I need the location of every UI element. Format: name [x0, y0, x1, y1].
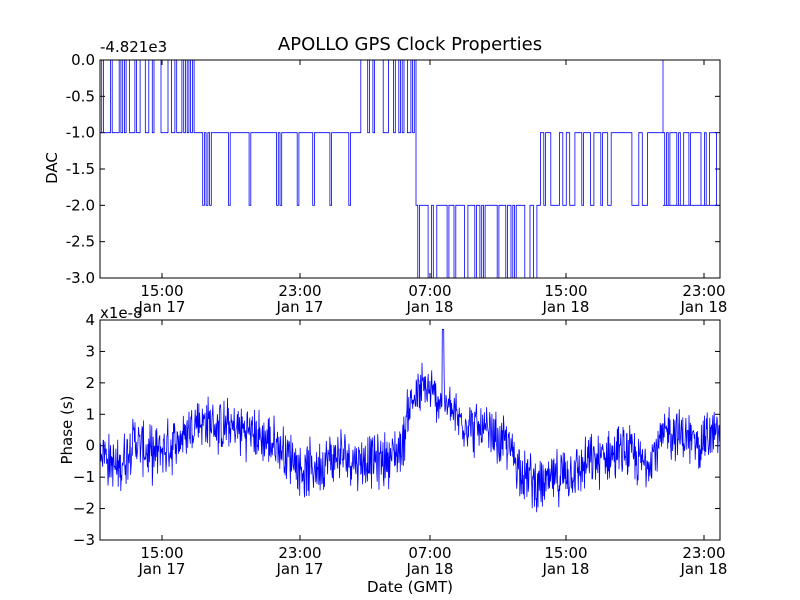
phase-xtick-label-date: Jan 18 [680, 560, 728, 578]
dac-xtick-label-time: 15:00 [544, 282, 587, 300]
dac-ytick-label: 0.0 [71, 51, 95, 69]
dac-offset-text: -4.821e3 [100, 38, 167, 56]
phase-ytick-label: 0 [85, 437, 95, 455]
figure-title: APOLLO GPS Clock Properties [278, 34, 542, 55]
phase-xtick-label-time: 15:00 [544, 544, 587, 562]
dac-xtick-label-time: 23:00 [278, 282, 321, 300]
dac-xtick-label-date: Jan 17 [138, 298, 186, 316]
phase-ylabel: Phase (s) [58, 395, 76, 464]
phase-xtick-label-date: Jan 18 [406, 560, 454, 578]
dac-xtick-label-time: 15:00 [140, 282, 183, 300]
phase-ytick-label: −3 [73, 531, 95, 549]
phase-plot-frame [99, 319, 721, 541]
dac-ytick-label: -3.0 [66, 269, 95, 287]
dac-xtick-label-date: Jan 18 [680, 298, 728, 316]
phase-ytick-label: 1 [85, 405, 95, 423]
dac-ytick-label: -2.0 [66, 196, 95, 214]
phase-xtick-label-date: Jan 17 [138, 560, 186, 578]
phase-series-line [99, 328, 721, 513]
dac-xtick-label-date: Jan 18 [542, 298, 590, 316]
dac-ytick-label: -2.5 [66, 233, 95, 251]
phase-xtick-label-time: 07:00 [408, 544, 451, 562]
phase-offset-text: x1e-8 [100, 304, 143, 322]
dac-xtick-label-time: 23:00 [682, 282, 725, 300]
phase-xtick-label-time: 23:00 [682, 544, 725, 562]
dac-ytick-label: -0.5 [66, 87, 95, 105]
dac-xtick-label-time: 07:00 [408, 282, 451, 300]
phase-xtick-label-time: 23:00 [278, 544, 321, 562]
phase-xlabel: Date (GMT) [367, 578, 453, 596]
phase-xtick-label-time: 15:00 [140, 544, 183, 562]
phase-ytick-label: −1 [73, 468, 95, 486]
phase-xtick-label-date: Jan 17 [276, 560, 324, 578]
phase-xtick-label-date: Jan 18 [542, 560, 590, 578]
phase-ytick-label: 3 [85, 342, 95, 360]
dac-xtick-label-date: Jan 17 [276, 298, 324, 316]
dac-axes: -4.821e3 DAC 0.0 -0.5 -1.0 -1.5 -2.0 -2.5 -3.0… [43, 38, 727, 316]
phase-ytick-label: −2 [73, 500, 95, 518]
phase-yticks: 4 3 2 1 0 −1 −2 −3 [73, 311, 720, 549]
phase-ytick-label: 4 [85, 311, 95, 329]
dac-ytick-label: -1.5 [66, 160, 95, 178]
phase-ytick-label: 2 [85, 374, 95, 392]
dac-ytick-label: -1.0 [66, 124, 95, 142]
dac-xtick-label-date: Jan 18 [406, 298, 454, 316]
dac-ylabel: DAC [43, 152, 61, 184]
dac-plot-frame [99, 59, 721, 279]
